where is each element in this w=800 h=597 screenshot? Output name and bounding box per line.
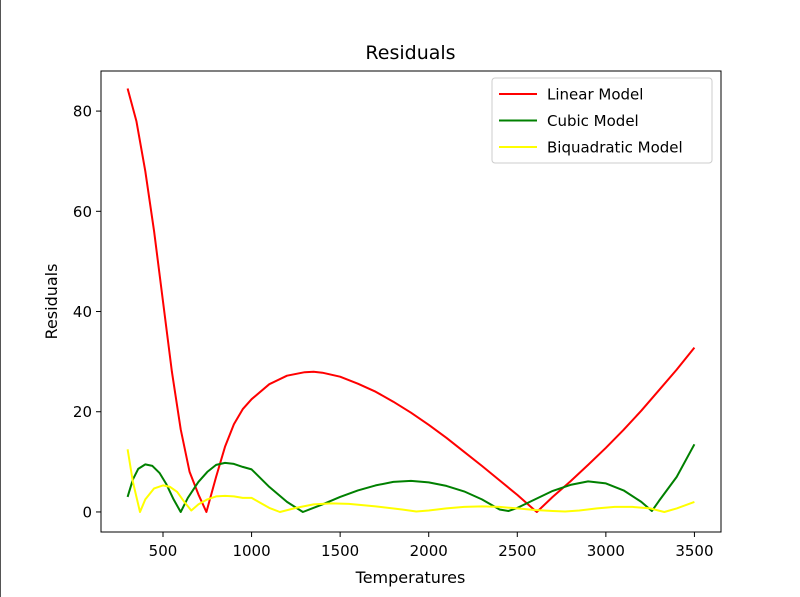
legend-label: Cubic Model — [547, 112, 639, 130]
x-axis-label: Temperatures — [355, 568, 466, 587]
series-line-1 — [126, 443, 696, 513]
y-tick-label: 60 — [73, 203, 92, 221]
series-line-0 — [126, 88, 696, 513]
x-tick-label: 3000 — [587, 542, 625, 560]
x-tick-label: 1000 — [232, 542, 270, 560]
series-line-2 — [126, 449, 695, 513]
chart-title: Residuals — [365, 42, 455, 64]
x-tick-label: 1500 — [321, 542, 359, 560]
y-axis-label: Residuals — [42, 264, 61, 340]
x-tick-label: 2000 — [410, 542, 448, 560]
y-tick-label: 40 — [73, 303, 92, 321]
x-tick-label: 2500 — [498, 542, 536, 560]
y-tick-label: 80 — [73, 103, 92, 121]
legend: Linear Model Cubic Model Biquadratic Model — [491, 77, 713, 164]
legend-label: Biquadratic Model — [547, 139, 683, 157]
legend-box — [491, 77, 713, 164]
x-axis-ticks: 500 1000 1500 2000 2500 3000 3500 — [149, 532, 714, 560]
x-tick-label: 3500 — [675, 542, 713, 560]
plot-frame — [100, 70, 722, 533]
y-tick-label: 0 — [82, 503, 92, 521]
series-lines — [126, 88, 696, 513]
y-tick-label: 20 — [73, 403, 92, 421]
window-edge — [0, 0, 1, 597]
x-tick-label: 500 — [149, 542, 178, 560]
y-axis-ticks: 0 20 40 60 80 — [73, 103, 101, 521]
legend-label: Linear Model — [547, 86, 643, 104]
